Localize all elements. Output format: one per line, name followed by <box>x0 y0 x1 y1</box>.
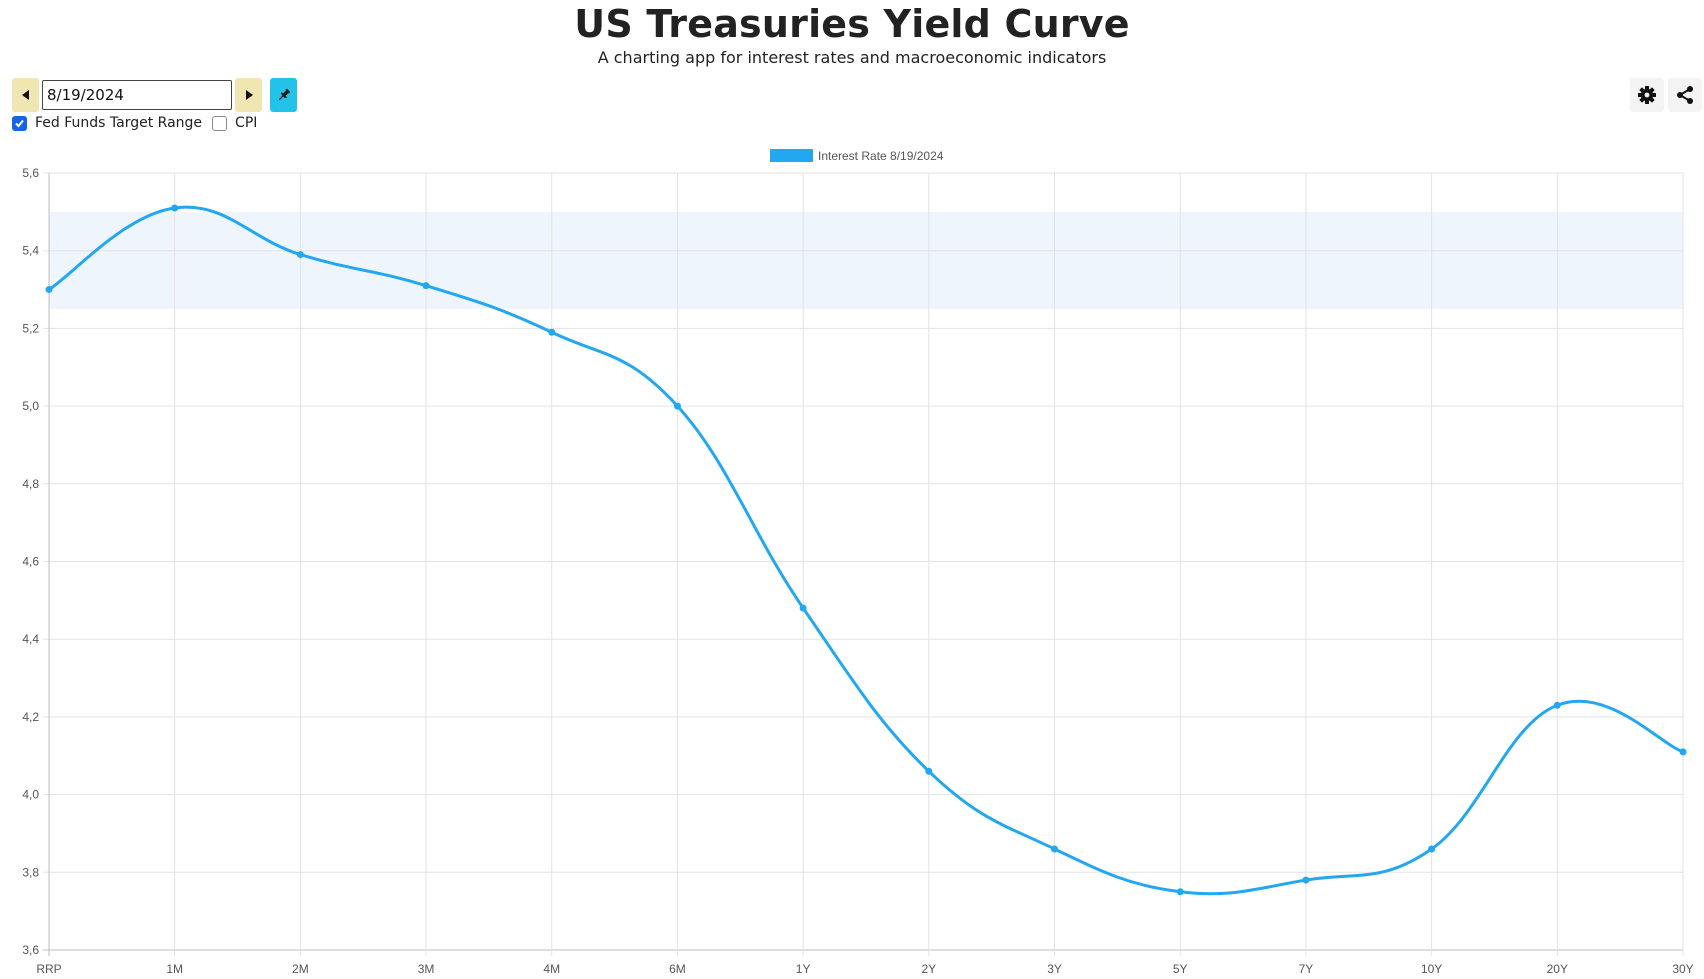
yield-curve-chart: Interest Rate 8/19/2024 5,6 5,4 5,2 5,0 4,8 4… <box>22 149 1694 976</box>
x-tick-label: 1M <box>166 962 183 976</box>
cpi-checkbox[interactable]: CPI <box>212 115 257 131</box>
x-tick-label: 2M <box>292 962 309 976</box>
fed-funds-checkbox-box[interactable] <box>12 115 27 131</box>
data-point[interactable] <box>1302 876 1310 884</box>
x-tick-label: 6M <box>669 962 686 976</box>
data-point[interactable] <box>422 282 430 290</box>
fed-funds-target-band <box>49 211 1683 309</box>
share-button[interactable] <box>1668 78 1702 112</box>
header: US Treasuries Yield Curve A charting app… <box>0 0 1704 68</box>
page-subtitle: A charting app for interest rates and ma… <box>597 48 1107 67</box>
data-point[interactable] <box>925 767 933 775</box>
y-tick-label: 5,0 <box>22 399 39 413</box>
checkmark-icon <box>15 119 24 127</box>
data-point[interactable] <box>171 204 179 212</box>
y-tick-label: 5,6 <box>22 166 39 180</box>
x-tick-label: 4M <box>543 962 560 976</box>
cpi-label: CPI <box>235 115 258 131</box>
x-tick-label: 10Y <box>1421 962 1442 976</box>
data-point[interactable] <box>45 286 53 294</box>
data-point[interactable] <box>673 402 681 410</box>
data-point[interactable] <box>548 328 556 336</box>
next-date-button[interactable] <box>235 78 262 112</box>
x-tick-label: 7Y <box>1299 962 1314 976</box>
fed-funds-checkbox[interactable]: Fed Funds Target Range <box>12 115 202 131</box>
date-input[interactable] <box>42 80 232 110</box>
data-point[interactable] <box>799 604 807 612</box>
y-tick-label: 4,2 <box>22 710 39 724</box>
data-point[interactable] <box>1051 845 1059 853</box>
pin-button[interactable] <box>270 78 297 112</box>
previous-date-button[interactable] <box>12 78 39 112</box>
series-line-interest-rate <box>48 205 1684 896</box>
legend-label: Interest Rate 8/19/2024 <box>818 149 944 163</box>
chart-legend[interactable]: Interest Rate 8/19/2024 <box>770 149 944 163</box>
date-toolbar <box>12 78 297 112</box>
y-tick-label: 4,4 <box>22 632 39 646</box>
share-icon <box>1677 86 1693 104</box>
data-point[interactable] <box>296 251 304 259</box>
caret-right-icon <box>245 90 253 100</box>
x-tick-label: 2Y <box>922 962 937 976</box>
y-tick-label: 3,8 <box>22 865 39 879</box>
x-tick-label: 5Y <box>1173 962 1188 976</box>
x-tick-label: RRP <box>36 962 61 976</box>
x-tick-label: 3M <box>418 962 435 976</box>
gear-icon <box>1638 86 1656 104</box>
y-tick-label: 5,4 <box>22 244 39 258</box>
x-tick-label: 30Y <box>1672 962 1693 976</box>
chart-options: Fed Funds Target Range CPI <box>12 115 267 131</box>
settings-button[interactable] <box>1630 78 1664 112</box>
page-title: US Treasuries Yield Curve <box>574 2 1130 46</box>
data-point[interactable] <box>1428 845 1436 853</box>
y-tick-label: 4,0 <box>22 788 39 802</box>
cpi-checkbox-box[interactable] <box>212 115 228 131</box>
data-point[interactable] <box>1679 748 1687 756</box>
x-tick-label: 3Y <box>1047 962 1062 976</box>
x-tick-label: 20Y <box>1547 962 1568 976</box>
y-tick-label: 5,2 <box>22 321 39 335</box>
caret-left-icon <box>21 90 29 100</box>
y-tick-label: 4,8 <box>22 477 39 491</box>
fed-funds-label: Fed Funds Target Range <box>35 115 203 131</box>
data-point[interactable] <box>1553 701 1561 709</box>
y-tick-label: 4,6 <box>22 555 39 569</box>
pin-icon <box>278 88 290 101</box>
data-point[interactable] <box>1176 888 1184 896</box>
legend-swatch <box>770 149 813 162</box>
y-tick-label: 3,6 <box>22 943 39 957</box>
x-tick-label: 1Y <box>796 962 811 976</box>
